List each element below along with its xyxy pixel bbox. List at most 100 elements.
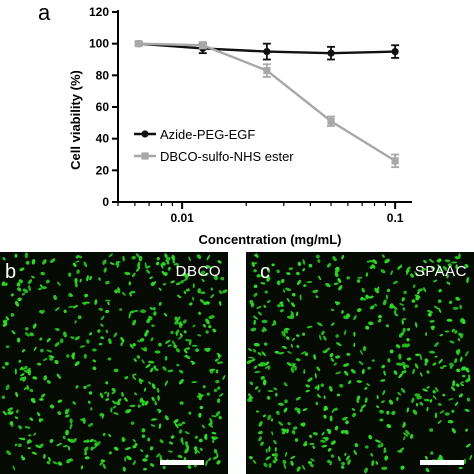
cell [14,300,20,307]
cell [340,430,345,434]
cell [20,373,25,377]
cell [346,352,351,356]
cell [133,310,139,312]
cell [159,439,164,444]
cell [66,354,70,358]
cell [164,355,168,361]
cell [358,360,364,366]
cell [69,423,73,430]
cell [334,407,338,411]
cell [352,412,357,418]
cell [329,352,334,358]
cell [457,337,461,342]
y-tick-label: 80 [96,68,110,82]
cell [262,379,267,386]
cell [303,284,307,288]
cell [74,361,80,367]
cell [439,366,445,370]
cell [192,324,196,328]
cell [460,383,465,387]
cell [261,319,268,324]
cell [153,365,157,369]
cell [456,368,461,373]
cell [437,420,442,424]
cell [364,386,368,390]
cell [72,437,77,443]
cell [41,309,45,315]
cell [262,414,267,418]
cell [403,290,407,295]
cell [86,439,90,443]
cell [11,423,14,428]
cell [365,272,369,277]
cell [26,384,30,391]
cell [302,408,308,412]
x-tick-label: 0.01 [170,211,194,225]
cell [385,324,389,328]
cell [134,392,138,396]
cell [74,277,78,284]
cell [21,456,26,461]
cell [368,434,373,440]
cell [424,362,428,366]
cell [280,278,285,284]
series-line [138,42,396,162]
cell [412,409,418,415]
cell [141,434,146,438]
cell [319,334,322,341]
cell [27,367,31,372]
cell [468,374,471,381]
cell [415,322,418,328]
cell [429,350,436,354]
cell [353,315,357,321]
cell [29,417,34,421]
data-point [327,117,335,125]
cell [191,381,198,384]
scale-bar-b [160,460,204,465]
cell [5,384,10,391]
cell [386,410,390,415]
cell [459,304,463,310]
cell [105,299,111,302]
cell [183,278,188,282]
cell [41,286,47,290]
cell [69,418,73,424]
cell [194,449,198,455]
cell [158,409,162,414]
cell [446,281,451,285]
cell [102,432,106,437]
cell [144,346,148,352]
cell [149,306,153,310]
cell [128,281,132,286]
cell [90,407,93,411]
cell [29,332,34,337]
cell [205,264,211,269]
cell [171,254,176,261]
cell [132,439,136,443]
cell [184,347,189,351]
cell [444,412,450,416]
cell [429,399,433,403]
cell [14,416,19,420]
cell [19,367,23,371]
cell [436,258,442,263]
cell [43,453,46,459]
cell [31,275,35,279]
cell [442,265,448,271]
cell [438,358,443,364]
cell [164,415,169,421]
cell [320,439,326,443]
cell [338,285,343,291]
cell [180,437,184,443]
cell [131,255,136,260]
cell [339,383,344,388]
cell [296,334,300,337]
cell [381,466,388,471]
cell [94,299,98,305]
cell [345,455,350,461]
cell [105,309,110,314]
cell [434,414,438,419]
cell [175,348,181,353]
cell [174,316,179,322]
